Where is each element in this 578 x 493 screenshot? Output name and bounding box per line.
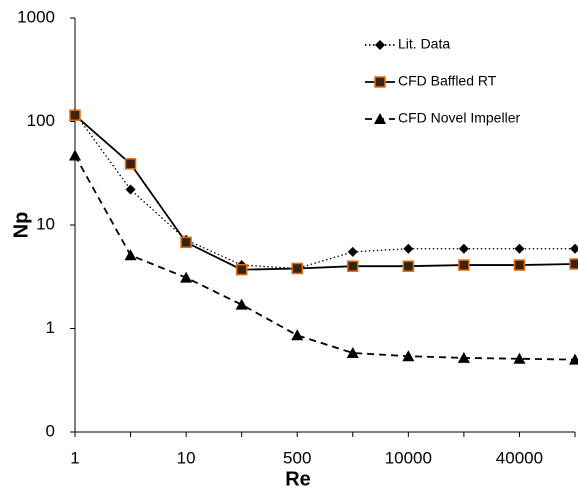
data-point: [458, 259, 470, 271]
y-tick-label: 1: [46, 318, 55, 337]
data-point: [514, 243, 525, 254]
x-tick-label: 1: [70, 448, 79, 467]
data-point: [402, 350, 415, 362]
y-tick-label: 10: [36, 214, 55, 233]
data-point: [235, 298, 248, 310]
data-point: [402, 260, 415, 272]
data-point: [291, 262, 303, 275]
x-tick-label: 40000: [496, 448, 543, 467]
legend-marker: [374, 76, 386, 88]
data-point: [69, 109, 81, 121]
data-point: [125, 184, 136, 195]
data-point: [291, 329, 304, 341]
data-point: [513, 259, 526, 271]
data-point: [457, 351, 470, 363]
data-point: [69, 149, 81, 161]
data-point: [124, 249, 137, 261]
x-tick-label: 500: [283, 448, 311, 467]
data-point: [124, 158, 137, 170]
x-axis-title: Re: [285, 468, 311, 490]
x-tick-label: 10: [177, 448, 196, 467]
series-line: [74, 114, 576, 271]
data-point: [458, 243, 469, 254]
legend-marker: [374, 113, 386, 124]
legend-label: CFD Novel Impeller: [398, 110, 520, 126]
data-point: [235, 263, 248, 276]
data-point: [180, 236, 192, 249]
y-axis-title: Np: [10, 212, 32, 239]
data-point: [513, 352, 526, 364]
data-point: [403, 243, 414, 254]
y-tick-label: 1000: [17, 7, 55, 26]
series-line: [74, 155, 576, 361]
data-point: [346, 346, 359, 358]
data-point: [570, 243, 578, 254]
data-point: [180, 271, 193, 283]
legend-label: Lit. Data: [398, 36, 450, 52]
y-tick-label: 0: [46, 421, 55, 440]
x-tick-label: 10000: [385, 448, 432, 467]
legend-marker: [375, 40, 385, 50]
y-tick-label: 100: [27, 111, 55, 130]
data-point: [347, 260, 359, 272]
data-point: [569, 258, 578, 270]
data-point: [569, 353, 578, 365]
data-point: [347, 246, 358, 257]
legend-label: CFD Baffled RT: [398, 73, 497, 89]
